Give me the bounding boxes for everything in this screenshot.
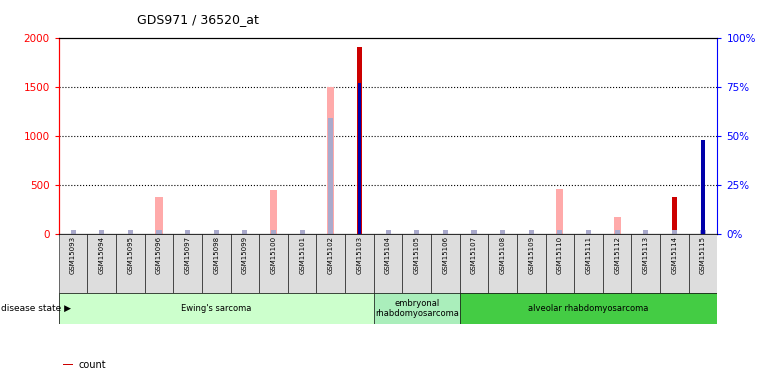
Bar — [672, 197, 677, 234]
Bar — [202, 234, 230, 292]
Text: GSM15109: GSM15109 — [528, 236, 534, 274]
Bar — [358, 83, 361, 234]
Text: GSM15112: GSM15112 — [614, 236, 620, 274]
Text: GSM15100: GSM15100 — [270, 236, 277, 274]
Text: GSM15093: GSM15093 — [70, 236, 76, 274]
Bar — [414, 230, 419, 234]
Bar — [631, 234, 660, 292]
Bar — [459, 234, 488, 292]
Bar — [317, 234, 345, 292]
Bar — [688, 234, 717, 292]
Bar — [288, 234, 317, 292]
Bar — [488, 234, 517, 292]
Bar — [271, 230, 276, 234]
Bar — [328, 118, 333, 234]
Text: Ewing's sarcoma: Ewing's sarcoma — [181, 304, 252, 313]
Text: GSM15104: GSM15104 — [385, 236, 391, 274]
Bar — [185, 230, 191, 234]
Bar — [214, 230, 219, 234]
Text: GSM15097: GSM15097 — [185, 236, 191, 274]
Text: GDS971 / 36520_at: GDS971 / 36520_at — [137, 13, 259, 26]
Text: GSM15094: GSM15094 — [99, 236, 105, 274]
Text: GSM15098: GSM15098 — [213, 236, 220, 274]
Bar — [242, 230, 248, 234]
Bar — [173, 234, 202, 292]
Bar — [546, 234, 574, 292]
Bar — [260, 234, 288, 292]
Bar — [99, 230, 104, 234]
Text: GSM15111: GSM15111 — [586, 236, 591, 274]
Text: GSM15105: GSM15105 — [414, 236, 419, 274]
Bar — [402, 234, 431, 292]
Bar — [615, 230, 619, 234]
Bar — [672, 230, 677, 234]
Bar — [59, 234, 88, 292]
Text: GSM15115: GSM15115 — [700, 236, 706, 274]
Bar — [116, 234, 145, 292]
Text: count: count — [78, 360, 106, 369]
Bar — [443, 230, 448, 234]
Text: GSM15103: GSM15103 — [357, 236, 362, 274]
Bar — [517, 234, 546, 292]
Bar — [660, 234, 688, 292]
Bar — [374, 292, 459, 324]
Bar — [528, 230, 534, 234]
Text: GSM15108: GSM15108 — [499, 236, 506, 274]
Text: GSM15099: GSM15099 — [242, 236, 248, 274]
Text: GSM15096: GSM15096 — [156, 236, 162, 274]
Text: embryonal
rhabdomyosarcoma: embryonal rhabdomyosarcoma — [375, 299, 459, 318]
Text: GSM15107: GSM15107 — [471, 236, 477, 274]
Bar — [500, 230, 505, 234]
Bar — [345, 234, 374, 292]
Text: GSM15095: GSM15095 — [127, 236, 133, 274]
Bar — [574, 234, 603, 292]
Bar — [145, 234, 173, 292]
Bar — [700, 230, 706, 234]
Text: alveolar rhabdomyosarcoma: alveolar rhabdomyosarcoma — [528, 304, 648, 313]
Bar — [374, 234, 402, 292]
Text: disease state ▶: disease state ▶ — [1, 304, 71, 313]
Bar — [357, 47, 362, 234]
Bar — [157, 230, 162, 234]
Bar — [63, 364, 73, 365]
Bar — [603, 234, 631, 292]
Bar — [299, 230, 305, 234]
Bar — [155, 197, 162, 234]
Bar — [431, 234, 459, 292]
Bar — [557, 189, 564, 234]
Bar — [557, 230, 562, 234]
Bar — [327, 87, 335, 234]
Bar — [586, 230, 591, 234]
Bar — [614, 217, 621, 234]
Text: GSM15102: GSM15102 — [328, 236, 334, 274]
Bar — [59, 292, 374, 324]
Bar — [702, 140, 705, 234]
Bar — [71, 230, 76, 234]
Bar — [270, 190, 277, 234]
Bar — [230, 234, 260, 292]
Bar — [471, 230, 477, 234]
Text: GSM15110: GSM15110 — [557, 236, 563, 274]
Text: GSM15106: GSM15106 — [442, 236, 448, 274]
Bar — [459, 292, 717, 324]
Bar — [128, 230, 133, 234]
Bar — [386, 230, 390, 234]
Text: GSM15113: GSM15113 — [643, 236, 649, 274]
Text: GSM15114: GSM15114 — [671, 236, 677, 274]
Bar — [643, 230, 648, 234]
Text: GSM15101: GSM15101 — [299, 236, 305, 274]
Bar — [88, 234, 116, 292]
